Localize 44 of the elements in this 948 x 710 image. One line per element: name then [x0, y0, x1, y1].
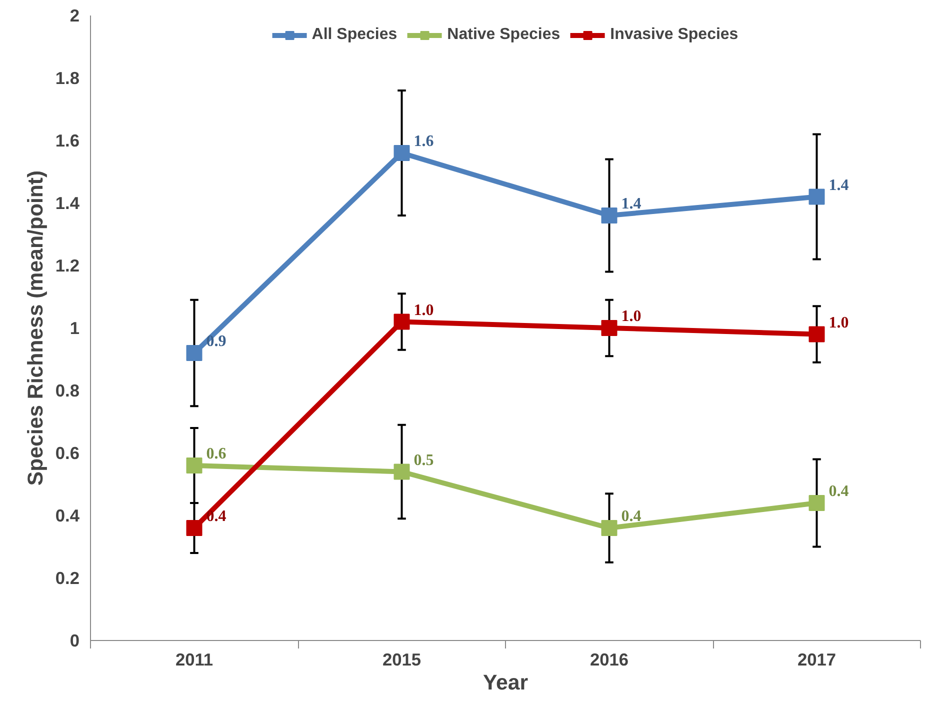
y-tick-label: 1 [70, 318, 80, 338]
data-label: 1.0 [621, 308, 642, 325]
point [808, 188, 825, 205]
y-tick-label: 1.2 [55, 256, 80, 276]
point [601, 208, 618, 224]
point [394, 314, 410, 330]
data-label: 0.4 [206, 508, 226, 525]
y-tick-label: 2 [70, 6, 80, 26]
point [808, 495, 825, 511]
data-label: 1.6 [414, 133, 434, 150]
y-axis-title: Species Richness (mean/point) [23, 170, 48, 486]
y-tick-label: 0.2 [55, 568, 80, 588]
data-label: 0.5 [414, 452, 434, 469]
data-label: 1.0 [828, 314, 849, 332]
data-label: 1.4 [621, 196, 642, 212]
x-tick-label: 2016 [590, 650, 629, 670]
data-label: 0.4 [828, 483, 849, 500]
point [394, 464, 410, 480]
y-tick-label: 0.6 [55, 443, 80, 463]
data-label: 1.4 [828, 176, 849, 194]
data-label: 0.9 [206, 333, 226, 350]
legend-label: All Species [312, 26, 398, 44]
x-tick-label: 2017 [797, 650, 836, 670]
x-axis-title: Year [482, 670, 528, 694]
y-tick-label: 0 [70, 630, 80, 650]
x-tick-label: 2015 [382, 650, 422, 670]
point [808, 326, 825, 342]
y-tick-label: 1.4 [55, 193, 80, 213]
point [601, 320, 618, 336]
y-tick-label: 1.6 [55, 130, 80, 150]
point [186, 458, 202, 474]
y-tick-label: 0.4 [55, 506, 80, 526]
y-tick-label: 0.8 [55, 380, 80, 400]
point [601, 520, 618, 536]
data-label: 1.0 [414, 302, 434, 319]
legend-label: Invasive Species [610, 26, 738, 44]
data-label: 0.6 [206, 446, 226, 462]
legend-label: Native Species [447, 26, 560, 44]
y-tick-label: 1.8 [55, 68, 80, 88]
data-label: 0.4 [621, 508, 642, 525]
point [394, 145, 410, 161]
point [186, 345, 202, 361]
point [186, 520, 202, 536]
x-tick-label: 2011 [175, 650, 214, 670]
